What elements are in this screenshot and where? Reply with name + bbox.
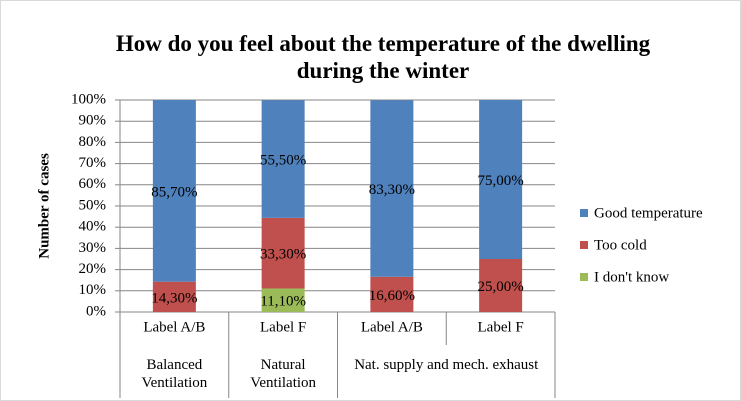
x-tick-label: Label F bbox=[260, 319, 306, 335]
value-label: 85,70% bbox=[151, 184, 197, 200]
y-tick-label: 70% bbox=[79, 155, 107, 171]
bar-segment bbox=[261, 100, 305, 218]
y-tick-label: 80% bbox=[79, 134, 107, 150]
bar-segment bbox=[370, 100, 414, 277]
value-label: 11,10% bbox=[260, 294, 306, 310]
y-tick-label: 60% bbox=[79, 176, 107, 192]
value-label: 83,30% bbox=[369, 182, 415, 198]
x-tick-label: Label A/B bbox=[143, 319, 205, 335]
value-label: 16,60% bbox=[369, 288, 415, 304]
y-tick-label: 20% bbox=[79, 261, 107, 277]
x-tick-label: Label F bbox=[478, 319, 524, 335]
value-label: 14,30% bbox=[151, 290, 197, 306]
value-label: 25,00% bbox=[478, 279, 524, 295]
value-label: 33,30% bbox=[260, 247, 306, 263]
value-label: 55,50% bbox=[260, 152, 306, 168]
legend-swatch bbox=[580, 241, 588, 249]
bar-segment bbox=[152, 100, 196, 282]
bar-segment bbox=[479, 259, 523, 312]
bar-segment bbox=[261, 217, 305, 289]
y-tick-label: 10% bbox=[79, 282, 107, 298]
y-tick-label: 40% bbox=[79, 219, 107, 235]
y-tick-label: 50% bbox=[79, 197, 107, 213]
value-label: 75,00% bbox=[478, 173, 524, 189]
y-tick-label: 90% bbox=[79, 113, 107, 129]
legend-label: Too cold bbox=[594, 237, 647, 253]
group-label: Balanced Ventilation bbox=[141, 357, 208, 391]
x-tick-label: Label A/B bbox=[361, 319, 423, 335]
y-tick-label: 30% bbox=[79, 240, 107, 256]
bar-segment bbox=[261, 288, 305, 312]
group-label: Natural Ventilation bbox=[250, 357, 317, 391]
y-tick-label: 0% bbox=[86, 303, 106, 319]
chart-title: How do you feel about the temperature of… bbox=[115, 31, 651, 83]
legend-label: I don't know bbox=[594, 269, 669, 285]
bar-segment bbox=[370, 276, 414, 312]
bar-segment bbox=[479, 100, 523, 259]
group-label: Nat. supply and mech. exhaust bbox=[354, 357, 539, 373]
legend-swatch bbox=[580, 209, 588, 217]
y-tick-label: 100% bbox=[71, 91, 106, 107]
bar-segment bbox=[152, 281, 196, 312]
y-axis-label: Number of cases bbox=[36, 153, 52, 259]
legend-label: Good temperature bbox=[594, 205, 703, 221]
legend-swatch bbox=[580, 273, 588, 281]
